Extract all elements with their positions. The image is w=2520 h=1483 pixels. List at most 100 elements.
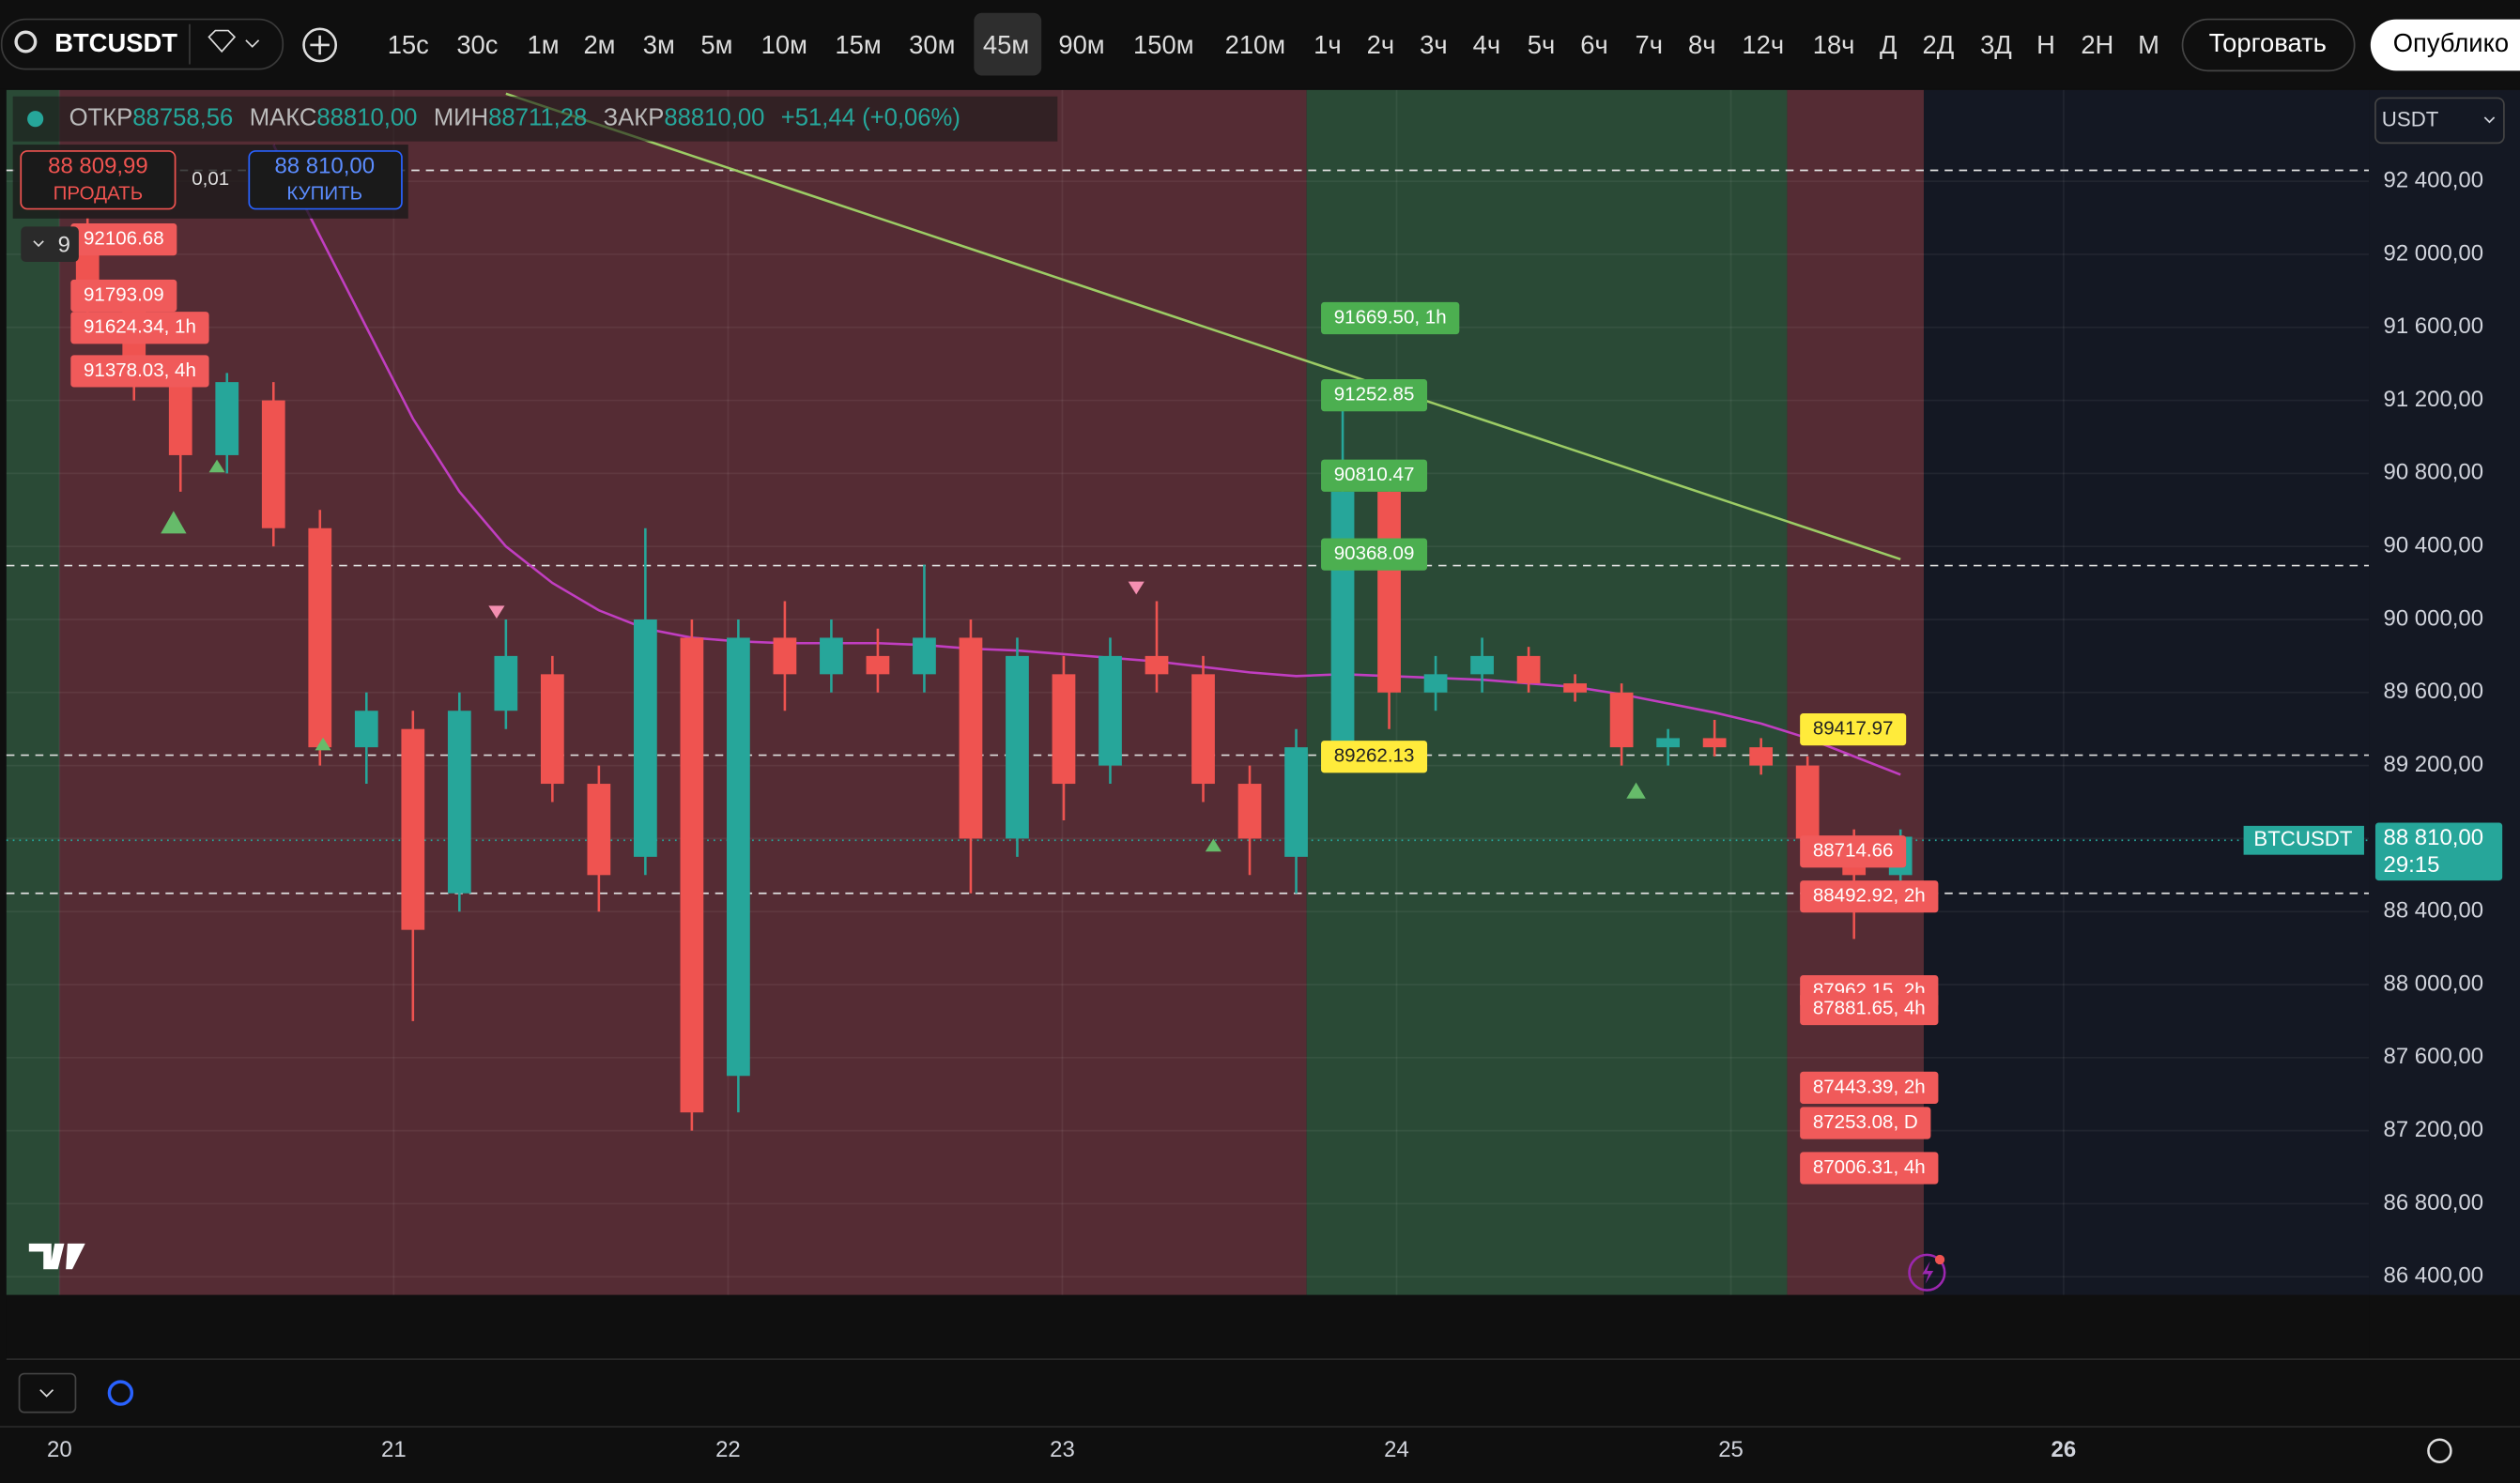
price-axis — [2369, 89, 2520, 1295]
interval[interactable]: Д — [1880, 30, 1898, 59]
trade-button-text: Торговать — [2209, 28, 2327, 57]
legend-value: 88810,00 — [316, 104, 417, 130]
interval[interactable]: М — [2138, 30, 2159, 59]
interval[interactable]: 12ч — [1742, 30, 1784, 59]
level-tag — [1321, 538, 1428, 571]
publish-button[interactable] — [2370, 19, 2520, 71]
interval[interactable]: 150м — [1133, 30, 1194, 59]
interval[interactable]: 1м — [528, 30, 560, 59]
signal-marker — [488, 605, 505, 619]
trade-button[interactable] — [2181, 18, 2356, 72]
interval[interactable]: 2Н — [2081, 30, 2113, 59]
level-tag-text: 91378.03, 4h — [84, 359, 196, 381]
interval[interactable]: 1ч — [1314, 30, 1342, 59]
x-tick-label: 23 — [1050, 1437, 1075, 1462]
y-tick-label: 88 000,00 — [2384, 971, 2484, 996]
level-tag-text: 91669.50, 1h — [1334, 306, 1447, 328]
interval[interactable]: 5ч — [1528, 30, 1556, 59]
candle-body — [587, 784, 611, 876]
add-button[interactable] — [302, 27, 338, 63]
level-tag-text: 87253.08, D — [1813, 1111, 1918, 1133]
y-tick-label: 91 200,00 — [2384, 387, 2484, 412]
interval[interactable]: 15с — [388, 30, 429, 59]
price-tag-countdown: 29:15 — [2384, 852, 2440, 878]
caret — [2483, 116, 2496, 124]
candle-body — [447, 711, 471, 894]
status-dot — [27, 111, 44, 128]
interval[interactable]: 4ч — [1473, 30, 1501, 59]
candle-body — [215, 382, 239, 455]
interval[interactable]: 3Д — [1980, 30, 2012, 59]
level-tag — [1321, 301, 1460, 335]
candle-body — [1702, 738, 1727, 748]
interval[interactable]: 30с — [456, 30, 498, 59]
interval[interactable]: 2ч — [1367, 30, 1395, 59]
interval[interactable]: 45м — [983, 30, 1029, 59]
candle-body — [401, 728, 425, 930]
interval[interactable]: 2Д — [1922, 30, 1954, 59]
interval[interactable]: 6ч — [1580, 30, 1608, 59]
level-tag — [1800, 1107, 1931, 1139]
lightning-button[interactable] — [1908, 1253, 1946, 1292]
sell-label: ПРОДАТЬ — [54, 183, 144, 205]
interval[interactable]: 30м — [909, 30, 955, 59]
selected-interval — [974, 12, 1042, 76]
moving-average — [505, 92, 1901, 561]
interval[interactable]: 15м — [835, 30, 881, 59]
candle-body — [168, 382, 192, 455]
currency-select[interactable] — [2374, 97, 2505, 145]
interval[interactable]: 7ч — [1635, 30, 1663, 59]
sell-button[interactable] — [20, 150, 177, 210]
level-tag-text: 90368.09 — [1334, 543, 1415, 564]
candle-body — [1191, 674, 1215, 785]
legend-value: 88711,28 — [488, 104, 587, 130]
y-tick-label: 92 000,00 — [2384, 240, 2484, 266]
x-tick-label: 25 — [1718, 1437, 1744, 1462]
buy-label: КУПИТЬ — [286, 183, 362, 205]
interval[interactable]: 8ч — [1688, 30, 1716, 59]
indicators-toggle[interactable] — [21, 226, 79, 263]
candle-body — [494, 655, 518, 711]
signal-marker — [1128, 581, 1145, 595]
interval[interactable]: 3ч — [1420, 30, 1448, 59]
y-tick-label: 90 400,00 — [2384, 533, 2484, 558]
interval[interactable]: 210м — [1225, 30, 1286, 59]
interval[interactable]: 10м — [761, 30, 807, 59]
publish-button-text: Опублико — [2393, 28, 2509, 57]
level-tag-text: 89262.13 — [1334, 745, 1415, 767]
candle-body — [913, 637, 936, 675]
interval[interactable]: 2м — [583, 30, 615, 59]
spread: 0,01 — [192, 168, 229, 190]
level-tag-text: 87006.31, 4h — [1813, 1156, 1926, 1178]
indicator-count: 9 — [58, 232, 70, 257]
candle-body — [1470, 655, 1494, 675]
y-tick-label: 92 400,00 — [2384, 167, 2484, 192]
x-tick-label: 24 — [1384, 1437, 1409, 1462]
sell-price: 88 809,99 — [48, 153, 148, 178]
diamond-icon[interactable] — [207, 29, 237, 54]
level-tag-text: 89417.97 — [1813, 718, 1894, 740]
level-tag — [70, 355, 209, 388]
signal-marker — [161, 511, 187, 534]
symbol-tag — [2243, 825, 2364, 855]
interval[interactable]: 3м — [643, 30, 675, 59]
interval[interactable]: 18ч — [1813, 30, 1855, 59]
legend: ОТКР88758,56 МАКС88810,00 МИН88711,28 ЗА… — [69, 104, 960, 130]
candle-body — [633, 619, 657, 857]
x-tick-label: 21 — [381, 1437, 407, 1462]
x-tick-label: 22 — [715, 1437, 741, 1462]
interval[interactable]: Н — [2036, 30, 2055, 59]
level-tag — [1800, 1152, 1939, 1185]
refresh-button[interactable] — [107, 1380, 134, 1406]
price-tag — [2374, 822, 2503, 881]
level-tag — [1321, 379, 1428, 412]
interval[interactable]: 90м — [1058, 30, 1104, 59]
buy-button[interactable] — [248, 150, 403, 210]
settings-button[interactable] — [2427, 1438, 2452, 1463]
interval[interactable]: 5м — [700, 30, 732, 59]
collapse-button[interactable] — [18, 1372, 77, 1414]
candle-body — [1052, 674, 1076, 785]
symbol-search[interactable] — [0, 18, 284, 70]
logo — [28, 1243, 85, 1270]
candle-body — [773, 637, 797, 675]
